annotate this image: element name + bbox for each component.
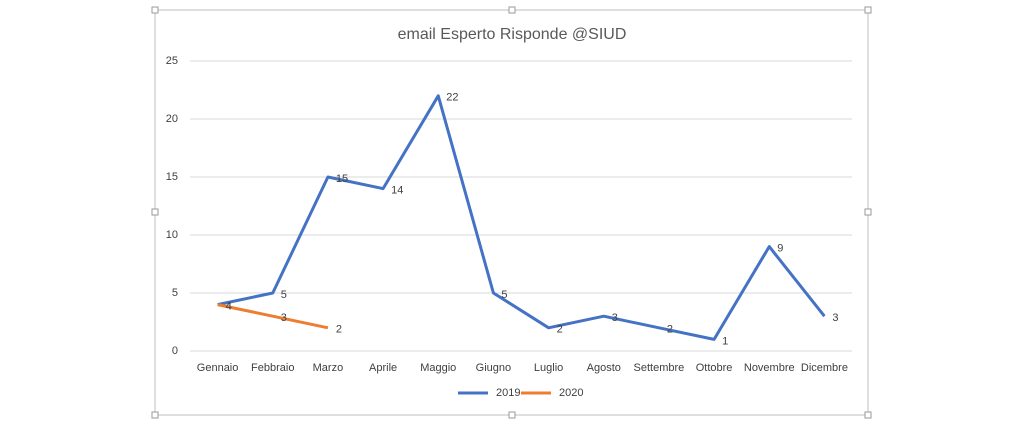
data-label: 14 [391,185,403,197]
x-tick-label: Agosto [587,362,621,374]
data-label: 9 [777,243,783,255]
series-line [217,94,826,341]
data-label: 2 [336,324,342,336]
data-label: 3 [832,312,838,324]
x-tick-label: Ottobre [696,362,733,374]
legend-label: 2020 [559,387,583,399]
x-tick-label: Luglio [534,362,563,374]
x-tick-label: Settembre [634,362,685,374]
chart-frame [154,9,869,416]
data-label: 5 [501,289,507,301]
data-label: 3 [612,312,618,324]
x-tick-label: Aprile [369,362,397,374]
data-label: 15 [336,173,348,185]
data-label: 3 [281,312,287,324]
x-tick-label: Gennaio [197,362,239,374]
data-label: 2 [557,324,563,336]
y-tick-label: 25 [166,55,178,67]
x-tick-label: Dicembre [801,362,848,374]
y-tick-label: 15 [166,171,178,183]
x-tick-label: Febbraio [251,362,294,374]
data-label: 22 [446,92,458,104]
data-label: 1 [722,335,728,347]
data-label: 4 [226,301,232,313]
y-tick-label: 10 [166,229,178,241]
series-line [217,303,329,330]
data-label: 5 [281,289,287,301]
y-tick-label: 5 [172,287,178,299]
x-tick-label: Marzo [313,362,344,374]
y-tick-label: 0 [172,345,178,357]
x-tick-label: Giugno [476,362,511,374]
frame-handles [151,6,872,419]
y-tick-label: 20 [166,113,178,125]
x-tick-label: Novembre [744,362,795,374]
data-label: 2 [667,324,673,336]
chart-title: email Esperto Risponde @SIUD [398,26,627,43]
x-tick-label: Maggio [420,362,456,374]
legend-label: 2019 [496,387,520,399]
